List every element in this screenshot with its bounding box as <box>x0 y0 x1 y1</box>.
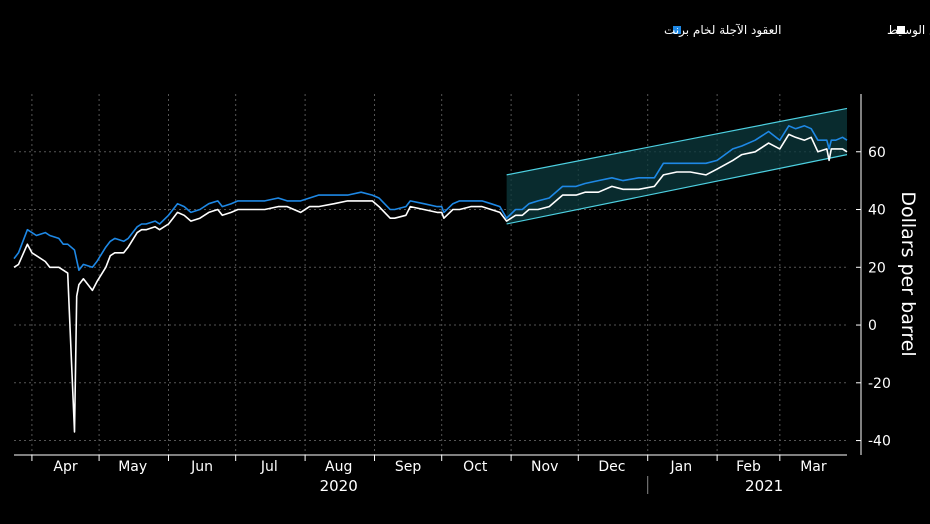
legend-swatch-brent <box>673 26 681 34</box>
month-label: Oct <box>463 459 488 475</box>
y-tick-label: -40 <box>868 434 891 450</box>
y-axis-label: Dollars per barrel <box>897 191 919 356</box>
month-label: Mar <box>800 459 827 475</box>
month-label: Sep <box>395 459 422 475</box>
month-label: May <box>118 459 147 475</box>
y-tick-label: -20 <box>868 376 891 392</box>
series-lines <box>13 125 848 433</box>
legend-label-wti: العقود الآجلة لخام غرب تكساس الوسيط <box>887 23 930 38</box>
legend: العقود الآجلة لخام غرب تكساس الوسيط العق… <box>664 23 930 38</box>
month-label: Jan <box>669 459 692 475</box>
wti-line <box>13 133 848 433</box>
legend-label-brent: العقود الآجلة لخام برنت <box>664 23 781 38</box>
month-label: Feb <box>736 459 761 475</box>
month-label: Aug <box>325 459 352 475</box>
axes: 60 40 20 0 -20 -40 Apr May Jun Jul Aug Sep Oct Nov Dec… <box>14 94 891 495</box>
month-label: Jun <box>190 459 213 475</box>
year-label-2021: 2021 <box>745 477 783 495</box>
brent-line <box>13 125 848 272</box>
month-label: Nov <box>531 459 558 475</box>
y-tick-label: 20 <box>868 260 886 276</box>
legend-swatch-wti <box>897 26 905 34</box>
y-tick-label: 0 <box>868 318 877 334</box>
month-label: Apr <box>53 459 77 475</box>
year-label-2020: 2020 <box>320 477 358 495</box>
channel-lower-line <box>506 154 848 225</box>
y-tick-label: 40 <box>868 203 886 219</box>
y-tick-label: 60 <box>868 145 886 161</box>
trend-channel <box>506 107 848 225</box>
month-label: Dec <box>598 459 625 475</box>
channel-upper-line <box>506 107 848 176</box>
month-label: Jul <box>260 459 278 475</box>
channel-fill <box>506 108 847 224</box>
